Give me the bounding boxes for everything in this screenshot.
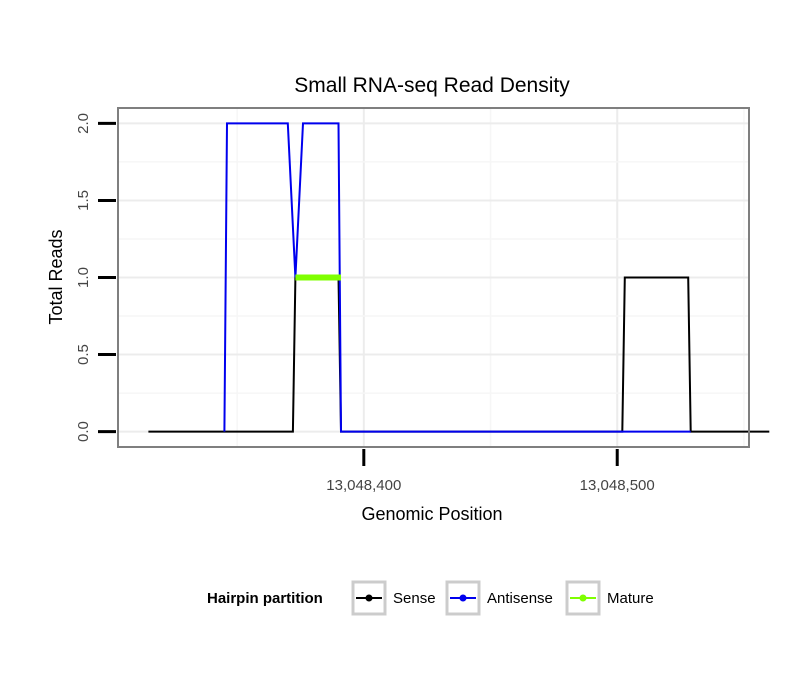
- y-tick-label: 0.5: [75, 344, 92, 365]
- y-axis-label: Total Reads: [46, 229, 66, 324]
- y-tick-label: 1.5: [75, 190, 92, 211]
- series-line-antisense: [223, 122, 691, 433]
- y-tick-label: 2.0: [75, 113, 92, 134]
- plot-border: [117, 107, 750, 448]
- series-layer: [148, 122, 770, 433]
- legend-dot: [579, 594, 587, 602]
- chart-title: Small RNA-seq Read Density: [294, 74, 570, 97]
- y-axis: 0.0 0.5 1.0 1.5 2.0: [75, 113, 116, 442]
- y-tick-label: 1.0: [75, 267, 92, 288]
- x-axis: 13,048,400 13,048,500: [326, 449, 655, 494]
- legend-label: Mature: [607, 590, 654, 607]
- legend-label: Sense: [393, 590, 436, 607]
- legend: Hairpin partition Sense Antisense Mature: [207, 580, 654, 616]
- y-tick-label: 0.0: [75, 421, 92, 442]
- legend-dot: [459, 594, 467, 602]
- x-axis-label: Genomic Position: [361, 504, 502, 524]
- x-tick-label: 13,048,400: [326, 477, 401, 494]
- legend-dot: [365, 594, 373, 602]
- legend-label: Antisense: [487, 590, 553, 607]
- legend-title: Hairpin partition: [207, 590, 323, 607]
- plot-area: [117, 107, 770, 448]
- legend-entries: Sense Antisense Mature: [351, 580, 654, 616]
- x-tick-label: 13,048,500: [580, 477, 655, 494]
